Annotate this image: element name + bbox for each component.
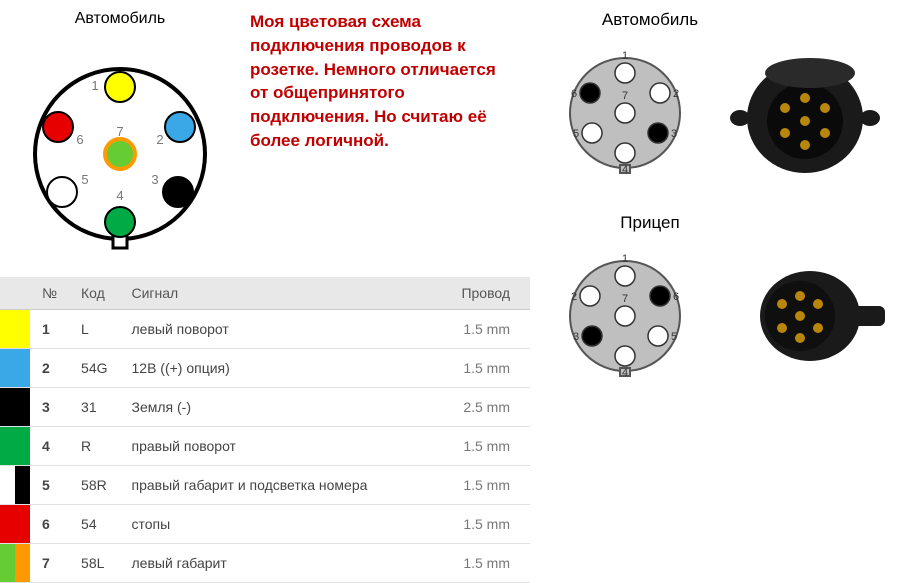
header-num: №: [30, 277, 69, 310]
main-connector-svg: 1 2 3 4 5 6 7: [0, 32, 240, 252]
table-row: 254G12В ((+) опция)1.5 mm: [0, 349, 530, 388]
svg-text:6: 6: [673, 291, 679, 303]
svg-text:6: 6: [76, 132, 83, 147]
pin-code: 58R: [69, 466, 119, 505]
svg-text:3: 3: [573, 331, 579, 343]
wire-gauge: 1.5 mm: [433, 466, 530, 505]
svg-text:3: 3: [151, 172, 158, 187]
pin-signal: левый поворот: [120, 310, 433, 349]
header-signal: Сигнал: [120, 277, 433, 310]
trailer-connector-section: Прицеп 1 6 5 4 3 2 7: [550, 213, 924, 391]
svg-text:1: 1: [91, 78, 98, 93]
pin-code: 54: [69, 505, 119, 544]
wiring-table: № Код Сигнал Провод 1Lлевый поворот1.5 m…: [0, 277, 530, 583]
pin-number: 4: [30, 427, 69, 466]
svg-text:4: 4: [622, 164, 628, 176]
table-row: 558Rправый габарит и подсветка номера1.5…: [0, 466, 530, 505]
pin-number: 6: [30, 505, 69, 544]
main-connector-title: Автомобиль: [0, 10, 240, 28]
svg-text:2: 2: [156, 132, 163, 147]
vehicle-socket-photo: [720, 43, 890, 183]
table-row: 654стопы1.5 mm: [0, 505, 530, 544]
pin-signal: стопы: [120, 505, 433, 544]
wire-gauge: 1.5 mm: [433, 544, 530, 583]
description-text: Моя цветовая схема подключения проводов …: [240, 10, 520, 153]
table-row: 4Rправый поворот1.5 mm: [0, 427, 530, 466]
trailer-connector-title: Прицеп: [550, 213, 750, 233]
svg-text:7: 7: [116, 124, 123, 139]
vehicle-connector-diagram: 1 2 3 4 5 6 7: [550, 38, 700, 188]
vehicle-connector-title: Автомобиль: [550, 10, 750, 30]
svg-text:5: 5: [81, 172, 88, 187]
pin-signal: правый габарит и подсветка номера: [120, 466, 433, 505]
color-swatch: [0, 466, 30, 505]
trailer-plug-photo: [720, 246, 890, 386]
color-swatch: [0, 349, 30, 388]
color-swatch: [0, 310, 30, 349]
svg-text:4: 4: [116, 188, 123, 203]
wire-gauge: 1.5 mm: [433, 349, 530, 388]
main-connector-diagram: Автомобиль 1 2 3 4 5 6 7: [0, 10, 240, 257]
svg-text:4: 4: [622, 367, 628, 379]
wire-gauge: 1.5 mm: [433, 310, 530, 349]
pin-code: 31: [69, 388, 119, 427]
color-swatch: [0, 544, 30, 583]
wire-gauge: 1.5 mm: [433, 427, 530, 466]
pin-code: 58L: [69, 544, 119, 583]
color-swatch: [0, 505, 30, 544]
wire-gauge: 2.5 mm: [433, 388, 530, 427]
wire-gauge: 1.5 mm: [433, 505, 530, 544]
svg-text:6: 6: [571, 88, 577, 100]
pin-number: 3: [30, 388, 69, 427]
color-swatch: [0, 427, 30, 466]
svg-text:5: 5: [573, 128, 579, 140]
pin-signal: 12В ((+) опция): [120, 349, 433, 388]
svg-text:2: 2: [571, 291, 577, 303]
pin-signal: левый габарит: [120, 544, 433, 583]
svg-text:3: 3: [671, 128, 677, 140]
pin-code: L: [69, 310, 119, 349]
color-swatch: [0, 388, 30, 427]
header-code: Код: [69, 277, 119, 310]
pin-number: 7: [30, 544, 69, 583]
pin-number: 1: [30, 310, 69, 349]
vehicle-connector-section: Автомобиль 1 2 3 4 5 6 7: [550, 10, 924, 188]
pin-signal: Земля (-): [120, 388, 433, 427]
svg-text:1: 1: [622, 253, 628, 265]
header-wire: Провод: [433, 277, 530, 310]
svg-text:2: 2: [673, 88, 679, 100]
pin-number: 2: [30, 349, 69, 388]
pin-number: 5: [30, 466, 69, 505]
pin-code: R: [69, 427, 119, 466]
svg-text:7: 7: [622, 90, 628, 102]
table-row: 331Земля (-)2.5 mm: [0, 388, 530, 427]
svg-text:1: 1: [622, 50, 628, 62]
pin-signal: правый поворот: [120, 427, 433, 466]
svg-text:5: 5: [671, 331, 677, 343]
table-row: 758Lлевый габарит1.5 mm: [0, 544, 530, 583]
trailer-connector-diagram: 1 6 5 4 3 2 7: [550, 241, 700, 391]
pin-code: 54G: [69, 349, 119, 388]
svg-text:7: 7: [622, 293, 628, 305]
table-row: 1Lлевый поворот1.5 mm: [0, 310, 530, 349]
